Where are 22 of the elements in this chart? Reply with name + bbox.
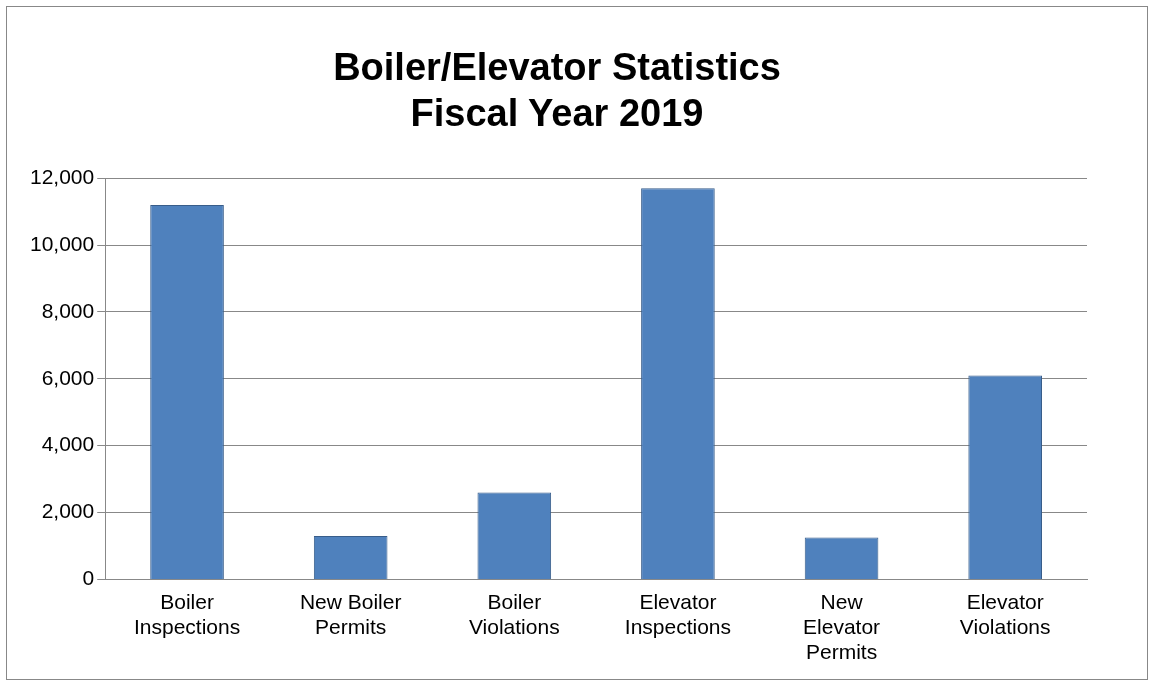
category-label: New Boiler [299, 589, 402, 613]
category-label: Boiler [487, 589, 542, 613]
y-tick-label: 2,000 [41, 499, 95, 523]
category-label: Violations [468, 615, 560, 638]
category-label: Permits [315, 615, 387, 638]
category-label: Inspections [624, 615, 732, 638]
y-tick-label: 8,000 [41, 298, 95, 322]
category-label: Elevator [966, 589, 1044, 613]
y-tick-label: 0 [82, 566, 95, 590]
category-label: Elevator [803, 615, 881, 638]
category-label: Boiler [160, 589, 214, 613]
category-label: Inspections [133, 615, 241, 638]
category-label: Elevator [639, 589, 717, 613]
y-tick-label: 4,000 [41, 432, 95, 456]
y-tick-label: 6,000 [41, 365, 95, 389]
text: Boiler/Elevator Statistics [333, 46, 781, 89]
text: Fiscal Year 2019 [410, 91, 704, 134]
y-tick-label: 10,000 [30, 231, 95, 255]
category-label: Violations [959, 615, 1051, 638]
y-tick-label: 12,000 [30, 165, 95, 188]
category-label: New [820, 589, 863, 613]
category-label: Permits [805, 640, 878, 664]
